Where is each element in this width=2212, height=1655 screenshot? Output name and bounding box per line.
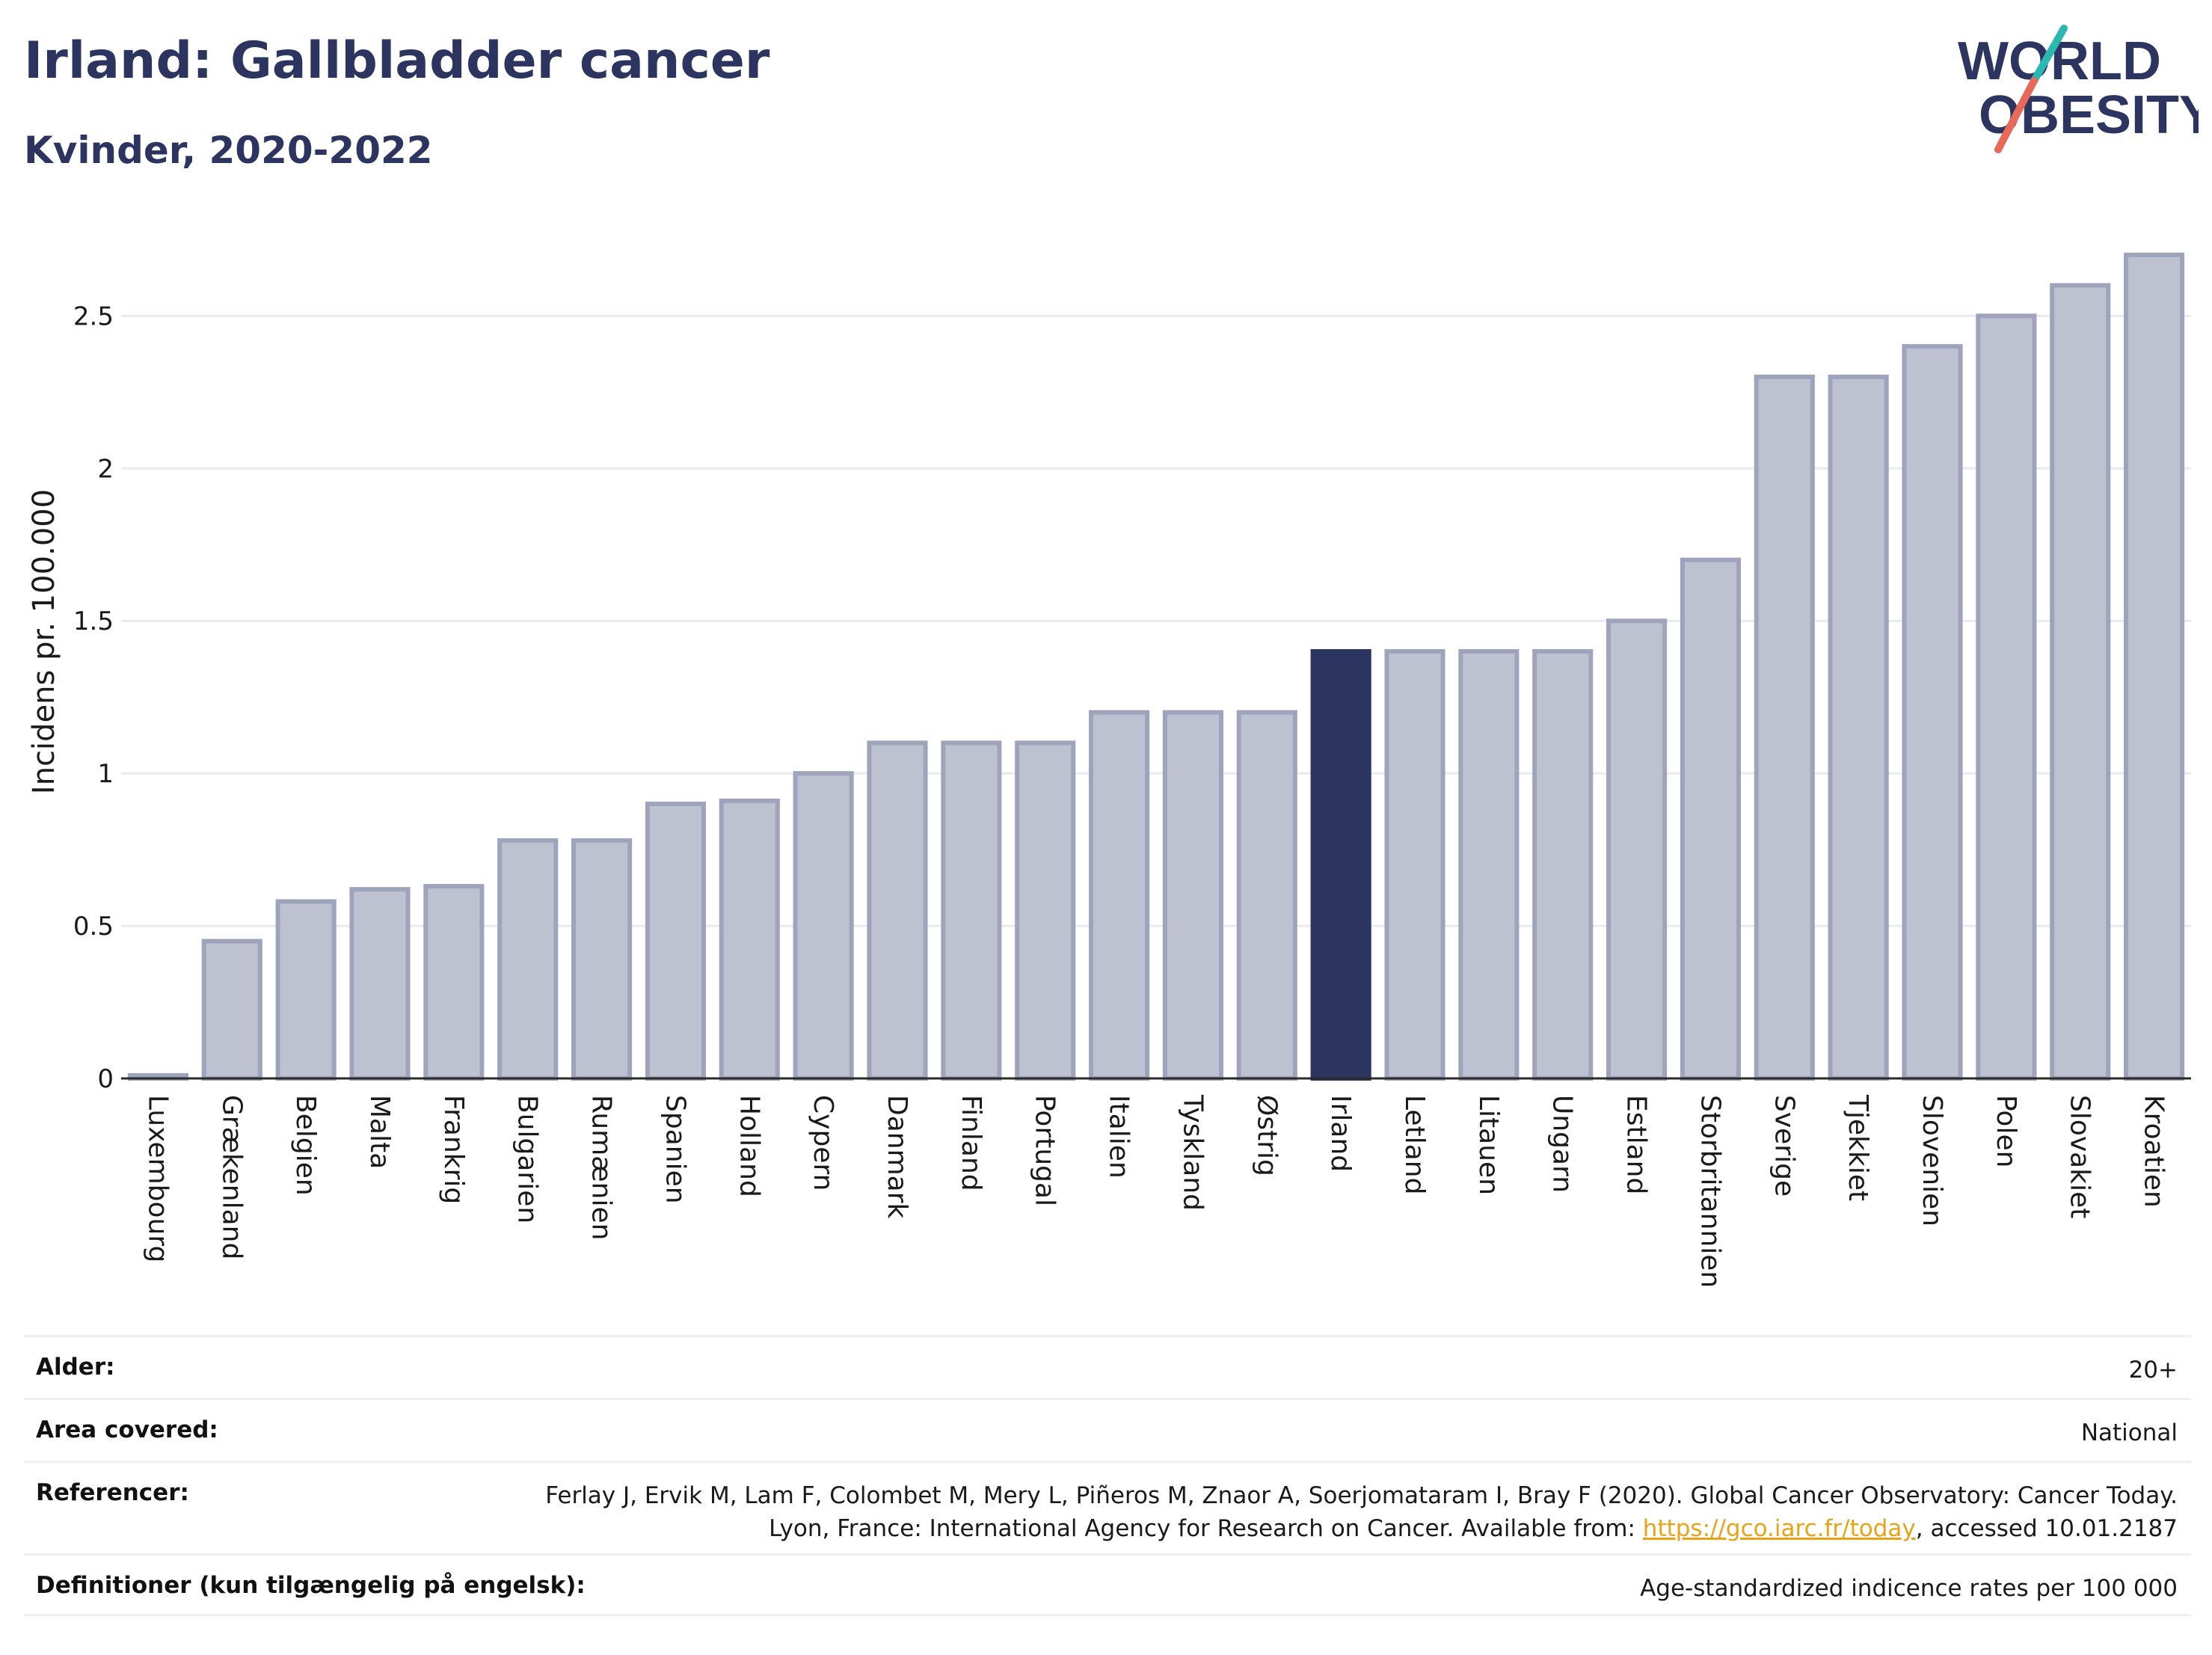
references-value: Ferlay J, Ervik M, Lam F, Colombet M, Me…: [503, 1479, 2178, 1545]
row-area: Area covered: National: [24, 1398, 2191, 1461]
x-tick-label: Polen: [1991, 1095, 2021, 1167]
bar-slovakiet: [2050, 283, 2111, 1081]
x-tick-label: Letland: [1399, 1095, 1430, 1194]
definitions-label: Definitioner (kun tilgængelig på engelsk…: [36, 1572, 586, 1599]
x-tick-label: Finland: [956, 1095, 986, 1191]
info-table: Alder: 20+ Area covered: National Refere…: [24, 1335, 2191, 1616]
y-tick-labels: 0 0.5 1 1.5 2 2.5: [73, 301, 114, 1094]
bar-estland: [1606, 618, 1668, 1081]
y-tick-label: 0.5: [73, 912, 114, 942]
bar-slovenien: [1902, 344, 1963, 1081]
bar-malta: [349, 887, 411, 1081]
x-tick-label: Spanien: [660, 1095, 690, 1204]
y-axis-label: Incidens pr. 100.000: [27, 489, 61, 794]
x-tick-label: Grækenland: [216, 1095, 247, 1259]
y-tick-label: 2.5: [73, 301, 114, 331]
x-tick-label: Italien: [1104, 1095, 1134, 1179]
row-age: Alder: 20+: [24, 1335, 2191, 1398]
bar-finland: [941, 740, 1002, 1081]
x-tick-label: Slovakiet: [2065, 1095, 2095, 1218]
x-tick-label: Kroatien: [2139, 1095, 2169, 1208]
bar-tyskland: [1162, 710, 1223, 1081]
row-definitions: Definitioner (kun tilgængelig på engelsk…: [24, 1553, 2191, 1616]
logo-slash-coral: [1994, 77, 2038, 153]
bar-portugal: [1015, 740, 1076, 1081]
bar-frankrig: [423, 884, 485, 1081]
x-tick-label: Litauen: [1473, 1095, 1504, 1195]
y-tick-label: 0: [97, 1064, 114, 1094]
y-tick-label: 1: [97, 759, 114, 789]
bar-sverige: [1754, 374, 1815, 1081]
world-obesity-logo: WORLD OBESITY: [1958, 25, 2199, 153]
bar-letland: [1384, 649, 1446, 1081]
y-tick-label: 1.5: [73, 607, 114, 636]
x-tick-label: Storbritannien: [1695, 1095, 1725, 1288]
chart-subtitle: Kvinder, 2020-2022: [24, 129, 433, 172]
x-tick-label: Bulgarien: [512, 1095, 543, 1223]
x-tick-label: Østrig: [1251, 1095, 1282, 1176]
bar-italien: [1089, 710, 1150, 1081]
area-label: Area covered:: [36, 1416, 218, 1443]
bar-irland: [1310, 649, 1371, 1081]
references-text-2: , accessed 10.01.2187: [1915, 1515, 2178, 1542]
x-tick-labels: Luxembourg Grækenland Belgien Malta Frankrig…: [142, 1094, 2169, 1288]
bar-danmark: [867, 740, 928, 1081]
bar-rumænien: [571, 838, 633, 1081]
bar-tjekkiet: [1828, 374, 1889, 1081]
x-tick-label: Luxembourg: [142, 1095, 173, 1262]
x-tick-label: Danmark: [882, 1095, 912, 1219]
x-tick-label: Cypern: [808, 1095, 838, 1191]
x-tick-label: Tjekkiet: [1843, 1094, 1873, 1201]
bar-cypern: [793, 771, 854, 1081]
x-tick-label: Tyskland: [1177, 1094, 1208, 1211]
row-references: Referencer: Ferlay J, Ervik M, Lam F, Co…: [24, 1461, 2191, 1553]
references-label: Referencer:: [36, 1479, 189, 1506]
references-text-1: Ferlay J, Ervik M, Lam F, Colombet M, Me…: [545, 1482, 2178, 1542]
x-tick-label: Rumænien: [586, 1095, 617, 1240]
age-label: Alder:: [36, 1354, 115, 1381]
x-tick-label: Belgien: [290, 1095, 321, 1196]
y-tick-label: 2: [97, 454, 114, 484]
x-tick-label: Holland: [734, 1095, 764, 1197]
x-tick-label: Sverige: [1769, 1095, 1799, 1197]
bar-storbritannien: [1680, 557, 1741, 1081]
bar-litauen: [1458, 649, 1520, 1081]
bar-polen: [1976, 313, 2037, 1081]
definitions-value: Age-standardized indicence rates per 100…: [1640, 1575, 2178, 1602]
bar-holland: [719, 798, 780, 1081]
bar-ungarn: [1532, 649, 1594, 1081]
bar-belgien: [275, 899, 337, 1081]
bars: [127, 252, 2185, 1081]
x-tick-label: Malta: [364, 1095, 395, 1169]
bar-østrig: [1236, 710, 1297, 1081]
x-tick-label: Ungarn: [1547, 1095, 1578, 1193]
x-tick-label: Irland: [1325, 1095, 1356, 1172]
x-tick-label: Slovenien: [1917, 1095, 1947, 1226]
bar-bulgarien: [497, 838, 559, 1081]
bar-kroatien: [2124, 252, 2185, 1081]
logo-slash-teal: [2030, 25, 2068, 85]
bar-chart: 0 0.5 1 1.5 2 2.5 Luxembourg Grækenland Belgien…: [27, 252, 2191, 1288]
bar-grækenland: [201, 939, 262, 1081]
chart-title: Irland: Gallbladder cancer: [24, 31, 770, 90]
bar-spanien: [645, 801, 706, 1081]
gco-link[interactable]: https://gco.iarc.fr/today: [1642, 1515, 1916, 1542]
age-value: 20+: [2128, 1357, 2178, 1384]
x-tick-label: Frankrig: [438, 1095, 469, 1204]
x-tick-label: Estland: [1621, 1095, 1652, 1194]
x-tick-label: Portugal: [1030, 1095, 1060, 1206]
area-value: National: [2080, 1419, 2178, 1446]
